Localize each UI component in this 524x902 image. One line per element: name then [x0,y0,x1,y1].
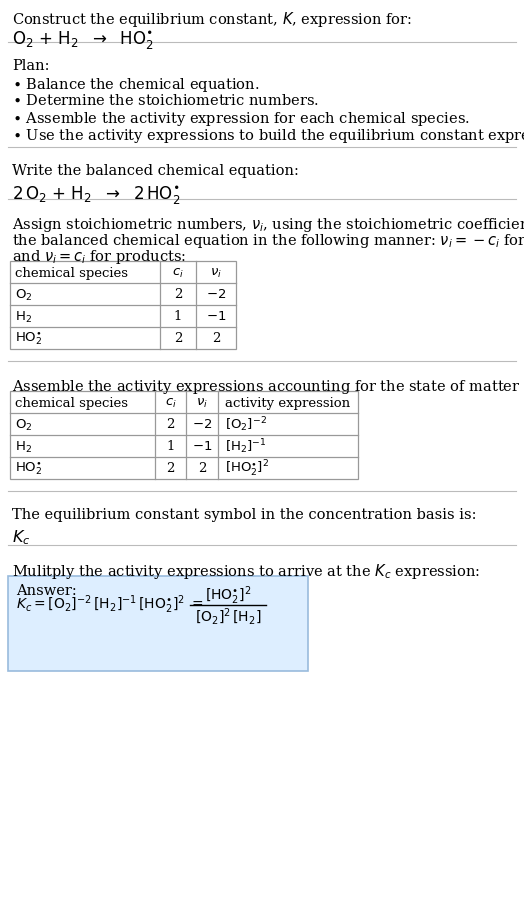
Text: chemical species: chemical species [15,396,128,409]
Text: $\nu_i$: $\nu_i$ [196,396,208,410]
Text: 1: 1 [166,440,174,453]
Text: the balanced chemical equation in the following manner: $\nu_i = -c_i$ for react: the balanced chemical equation in the fo… [12,232,524,250]
Text: $[\mathrm{HO_2^{\bullet}}]^{2}$: $[\mathrm{HO_2^{\bullet}}]^{2}$ [225,458,269,479]
Text: $-1$: $-1$ [192,440,212,453]
Bar [10,391,358,480]
Text: $[\mathrm{HO_2^{\bullet}}]^2$: $[\mathrm{HO_2^{\bullet}}]^2$ [205,584,251,607]
Text: $c_i$: $c_i$ [172,266,184,280]
Text: $\nu_i$: $\nu_i$ [210,266,222,280]
Text: $c_i$: $c_i$ [165,396,177,410]
Text: 2: 2 [174,288,182,301]
Text: $\mathrm{O_2}$: $\mathrm{O_2}$ [15,417,32,432]
Text: Mulitply the activity expressions to arrive at the $K_c$ expression:: Mulitply the activity expressions to arr… [12,561,480,580]
Text: and $\nu_i = c_i$ for products:: and $\nu_i = c_i$ for products: [12,248,187,266]
Text: $-2$: $-2$ [206,288,226,301]
Text: $\mathrm{H_2}$: $\mathrm{H_2}$ [15,439,32,454]
Text: $K_c = [\mathrm{O_2}]^{-2}\,[\mathrm{H_2}]^{-1}\,[\mathrm{HO_2^{\bullet}}]^{2}$ : $K_c = [\mathrm{O_2}]^{-2}\,[\mathrm{H_2… [16,593,203,616]
Text: The equilibrium constant symbol in the concentration basis is:: The equilibrium constant symbol in the c… [12,508,476,521]
Text: Plan:: Plan: [12,59,49,73]
Text: Answer:: Answer: [16,584,77,597]
Text: 2: 2 [212,332,220,345]
Text: 2: 2 [198,462,206,475]
Text: $\mathrm{O_2}$: $\mathrm{O_2}$ [15,287,32,302]
FancyBboxPatch shape [8,576,308,671]
Bar [10,262,236,350]
Text: Construct the equilibrium constant, $K$, expression for:: Construct the equilibrium constant, $K$,… [12,10,412,29]
Text: chemical species: chemical species [15,266,128,280]
Text: 2: 2 [166,462,174,475]
Text: Assign stoichiometric numbers, $\nu_i$, using the stoichiometric coefficients, $: Assign stoichiometric numbers, $\nu_i$, … [12,216,524,234]
Text: $2\,\mathrm{O_2}$ $+$ $\mathrm{H_2}$  $\rightarrow$  $2\,\mathrm{HO_2^{\bullet}}: $2\,\mathrm{O_2}$ $+$ $\mathrm{H_2}$ $\r… [12,184,180,206]
Text: $\mathrm{HO_2^{\bullet}}$: $\mathrm{HO_2^{\bullet}}$ [15,330,42,347]
Text: 1: 1 [174,310,182,323]
Text: $\mathrm{O_2}$ $+$ $\mathrm{H_2}$  $\rightarrow$  $\mathrm{HO_2^{\bullet}}$: $\mathrm{O_2}$ $+$ $\mathrm{H_2}$ $\righ… [12,29,154,51]
Text: $\mathrm{H_2}$: $\mathrm{H_2}$ [15,309,32,324]
Text: $\bullet$ Determine the stoichiometric numbers.: $\bullet$ Determine the stoichiometric n… [12,93,319,108]
Text: $\bullet$ Balance the chemical equation.: $\bullet$ Balance the chemical equation. [12,76,259,94]
Text: $\bullet$ Assemble the activity expression for each chemical species.: $\bullet$ Assemble the activity expressi… [12,110,470,128]
Text: $[\mathrm{O_2}]^{-2}$: $[\mathrm{O_2}]^{-2}$ [225,415,267,434]
Text: Assemble the activity expressions accounting for the state of matter and $\nu_i$: Assemble the activity expressions accoun… [12,378,524,396]
Text: $-1$: $-1$ [206,310,226,323]
Text: 2: 2 [166,418,174,431]
Text: $-2$: $-2$ [192,418,212,431]
Text: $\bullet$ Use the activity expressions to build the equilibrium constant express: $\bullet$ Use the activity expressions t… [12,127,524,145]
Text: $K_c$: $K_c$ [12,528,30,546]
Text: $\mathrm{HO_2^{\bullet}}$: $\mathrm{HO_2^{\bullet}}$ [15,460,42,477]
Text: $[\mathrm{H_2}]^{-1}$: $[\mathrm{H_2}]^{-1}$ [225,437,267,456]
Text: Write the balanced chemical equation:: Write the balanced chemical equation: [12,164,299,178]
Text: 2: 2 [174,332,182,345]
Text: activity expression: activity expression [225,396,350,409]
Text: $[\mathrm{O_2}]^2\,[\mathrm{H_2}]$: $[\mathrm{O_2}]^2\,[\mathrm{H_2}]$ [195,606,261,627]
